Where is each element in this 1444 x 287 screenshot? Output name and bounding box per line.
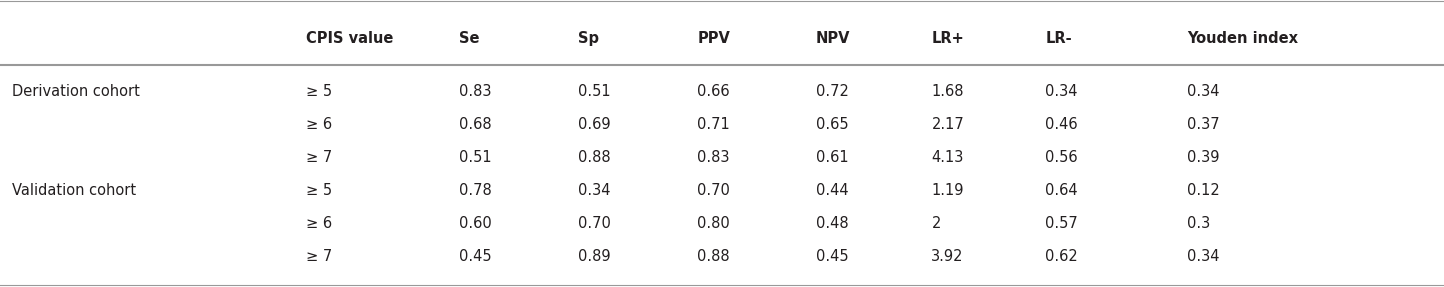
Text: 0.45: 0.45 bbox=[816, 249, 849, 264]
Text: 0.88: 0.88 bbox=[578, 150, 611, 165]
Text: 1.68: 1.68 bbox=[931, 84, 965, 99]
Text: 0.12: 0.12 bbox=[1187, 183, 1220, 198]
Text: 0.65: 0.65 bbox=[816, 117, 849, 132]
Text: 0.34: 0.34 bbox=[578, 183, 611, 198]
Text: 0.71: 0.71 bbox=[697, 117, 731, 132]
Text: Se: Se bbox=[459, 31, 479, 46]
Text: 0.83: 0.83 bbox=[459, 84, 492, 99]
Text: 0.45: 0.45 bbox=[459, 249, 492, 264]
Text: 0.60: 0.60 bbox=[459, 216, 492, 231]
Text: ≥ 7: ≥ 7 bbox=[306, 150, 332, 165]
Text: 0.34: 0.34 bbox=[1045, 84, 1079, 99]
Text: 0.70: 0.70 bbox=[697, 183, 731, 198]
Text: ≥ 6: ≥ 6 bbox=[306, 216, 332, 231]
Text: 0.68: 0.68 bbox=[459, 117, 492, 132]
Text: PPV: PPV bbox=[697, 31, 731, 46]
Text: LR+: LR+ bbox=[931, 31, 965, 46]
Text: LR-: LR- bbox=[1045, 31, 1071, 46]
Text: Youden index: Youden index bbox=[1187, 31, 1298, 46]
Text: 0.44: 0.44 bbox=[816, 183, 849, 198]
Text: 0.34: 0.34 bbox=[1187, 249, 1220, 264]
Text: 2: 2 bbox=[931, 216, 940, 231]
Text: 0.39: 0.39 bbox=[1187, 150, 1220, 165]
Text: 0.78: 0.78 bbox=[459, 183, 492, 198]
Text: 0.88: 0.88 bbox=[697, 249, 731, 264]
Text: 0.80: 0.80 bbox=[697, 216, 731, 231]
Text: 0.46: 0.46 bbox=[1045, 117, 1079, 132]
Text: 0.3: 0.3 bbox=[1187, 216, 1210, 231]
Text: 0.51: 0.51 bbox=[578, 84, 611, 99]
Text: 0.66: 0.66 bbox=[697, 84, 731, 99]
Text: ≥ 5: ≥ 5 bbox=[306, 183, 332, 198]
Text: 0.37: 0.37 bbox=[1187, 117, 1220, 132]
Text: 0.57: 0.57 bbox=[1045, 216, 1079, 231]
Text: 2.17: 2.17 bbox=[931, 117, 965, 132]
Text: 0.48: 0.48 bbox=[816, 216, 849, 231]
Text: 0.34: 0.34 bbox=[1187, 84, 1220, 99]
Text: ≥ 5: ≥ 5 bbox=[306, 84, 332, 99]
Text: Validation cohort: Validation cohort bbox=[12, 183, 136, 198]
Text: 0.64: 0.64 bbox=[1045, 183, 1079, 198]
Text: 0.56: 0.56 bbox=[1045, 150, 1079, 165]
Text: 0.83: 0.83 bbox=[697, 150, 731, 165]
Text: 0.62: 0.62 bbox=[1045, 249, 1079, 264]
Text: 0.69: 0.69 bbox=[578, 117, 611, 132]
Text: Derivation cohort: Derivation cohort bbox=[12, 84, 140, 99]
Text: 0.51: 0.51 bbox=[459, 150, 492, 165]
Text: 0.72: 0.72 bbox=[816, 84, 849, 99]
Text: 1.19: 1.19 bbox=[931, 183, 965, 198]
Text: 0.70: 0.70 bbox=[578, 216, 611, 231]
Text: ≥ 7: ≥ 7 bbox=[306, 249, 332, 264]
Text: 4.13: 4.13 bbox=[931, 150, 963, 165]
Text: 0.89: 0.89 bbox=[578, 249, 611, 264]
Text: ≥ 6: ≥ 6 bbox=[306, 117, 332, 132]
Text: 3.92: 3.92 bbox=[931, 249, 965, 264]
Text: 0.61: 0.61 bbox=[816, 150, 849, 165]
Text: Sp: Sp bbox=[578, 31, 599, 46]
Text: CPIS value: CPIS value bbox=[306, 31, 394, 46]
Text: NPV: NPV bbox=[816, 31, 851, 46]
